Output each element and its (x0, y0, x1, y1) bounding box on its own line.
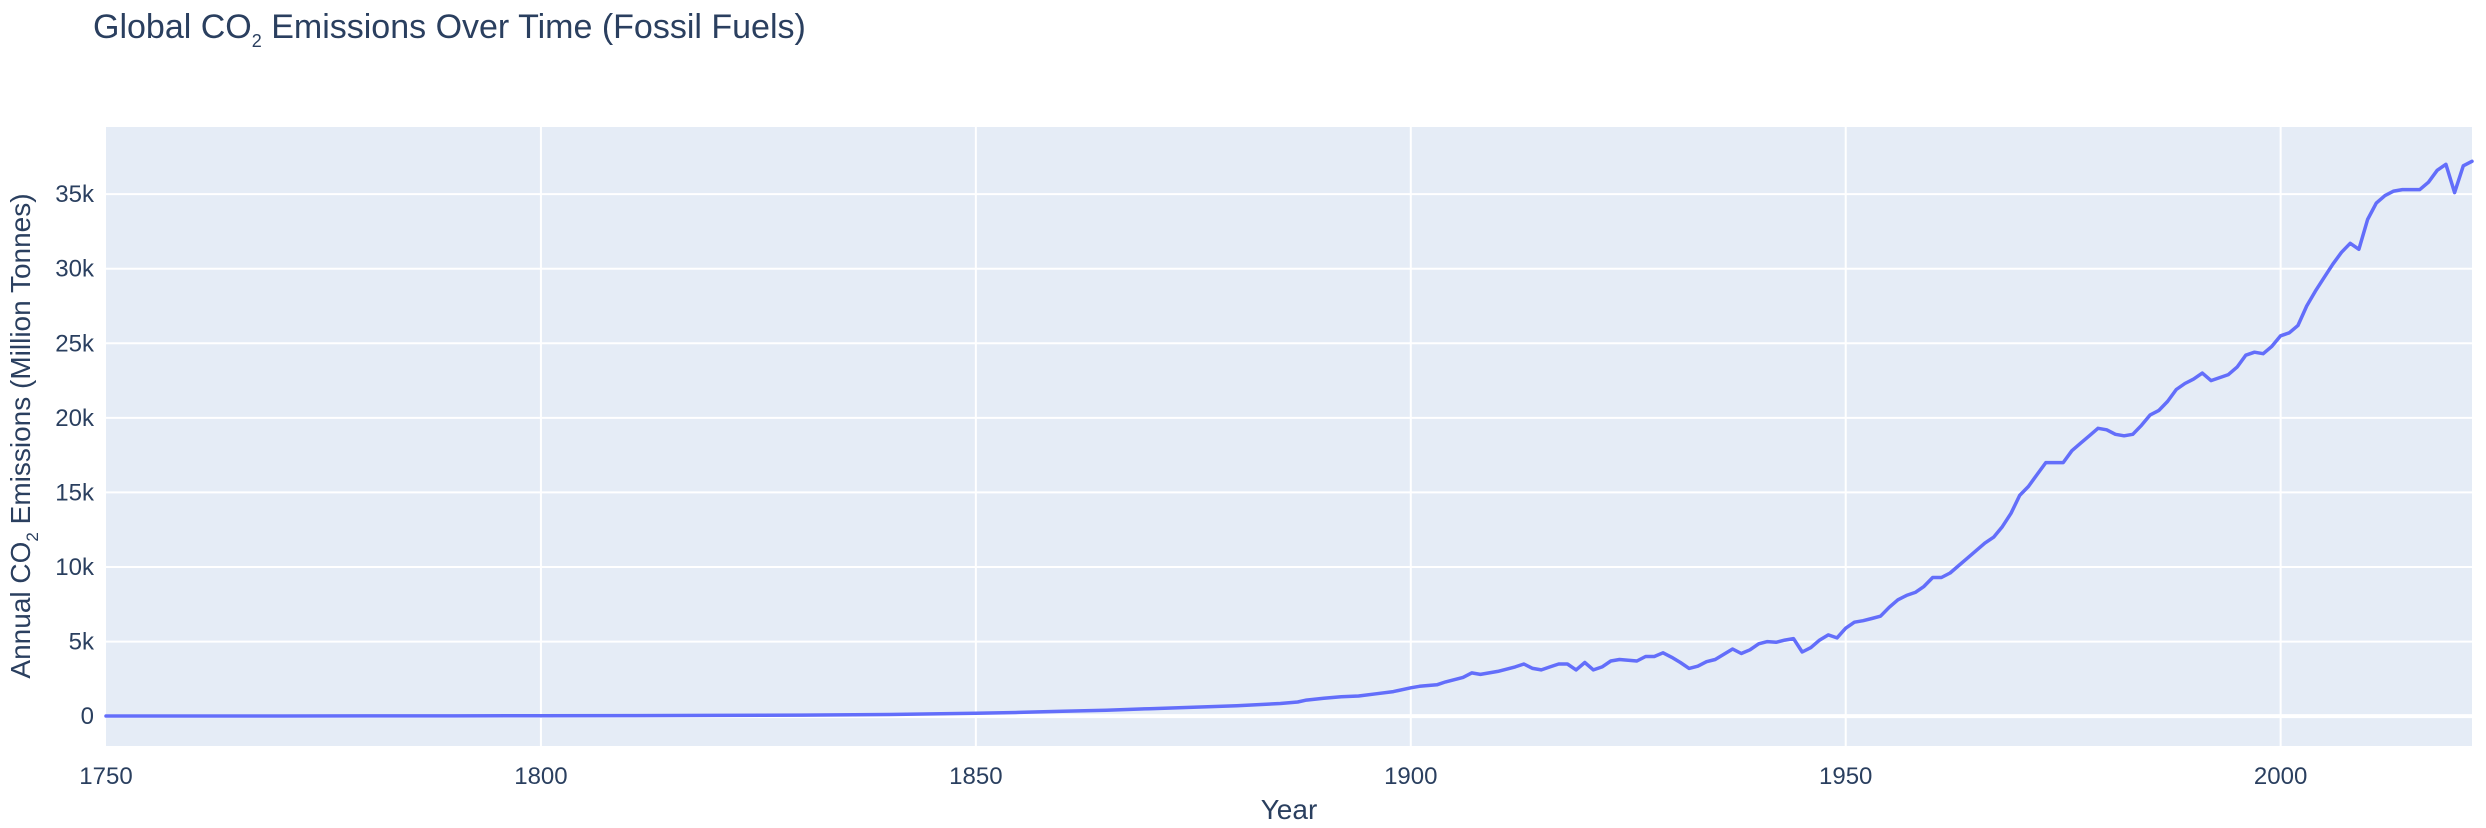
x-axis-ticks: 1750 1800 1850 1900 1950 2000 (79, 763, 2307, 790)
y-tick-label: 15k (55, 479, 95, 506)
y-axis-title-rest: Emissions (Million Tonnes) (5, 193, 36, 532)
y-tick-label: 10k (55, 554, 95, 581)
y-tick-label: 5k (69, 629, 95, 656)
x-axis-title: Year (1261, 794, 1318, 825)
plot-area (106, 127, 2472, 746)
emissions-series-line (104, 159, 2474, 718)
x-tick-label: 1800 (514, 763, 567, 790)
chart-title-subscript: 2 (252, 31, 262, 51)
chart-title-rest: Emissions Over Time (Fossil Fuels) (262, 8, 806, 46)
y-tick-label: 20k (55, 405, 95, 432)
y-tick-label: 30k (55, 256, 95, 283)
x-tick-label: 1900 (1384, 763, 1437, 790)
x-tick-label: 1850 (949, 763, 1002, 790)
x-tick-label: 1950 (1819, 763, 1872, 790)
y-axis-title: Annual CO2 Emissions (Million Tonnes) (5, 193, 42, 678)
y-tick-label: 35k (55, 181, 95, 208)
y-axis-title-subscript: 2 (23, 532, 42, 541)
chart-title: Global CO2 Emissions Over Time (Fossil F… (93, 8, 806, 51)
y-axis-ticks: 0 5k 10k 15k 20k 25k 30k 35k (55, 181, 95, 730)
y-tick-label: 25k (55, 330, 95, 357)
x-tick-label: 1750 (79, 763, 132, 790)
y-tick-label: 0 (81, 703, 94, 730)
series-layer (104, 159, 2474, 718)
x-tick-label: 2000 (2254, 763, 2307, 790)
